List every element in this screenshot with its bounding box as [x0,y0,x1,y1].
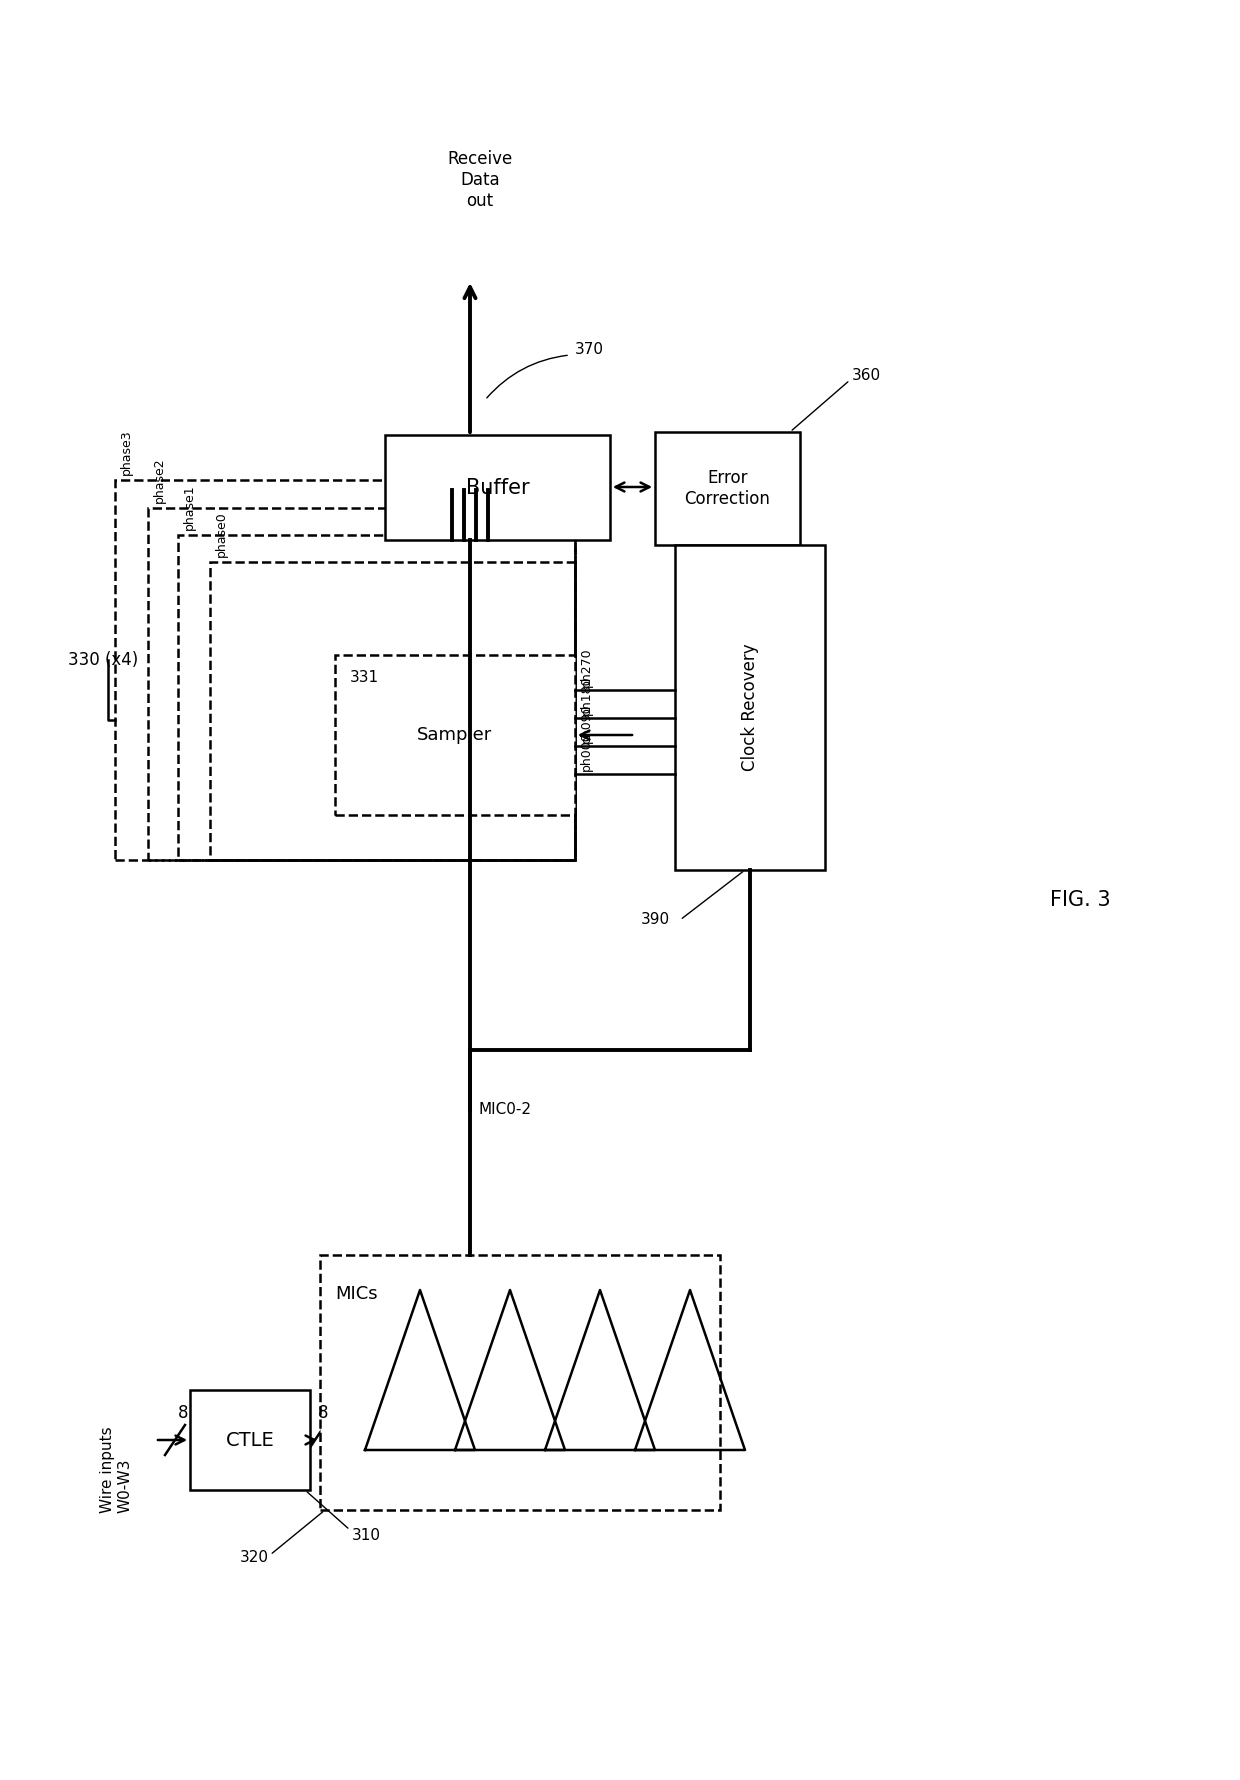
Text: 331: 331 [350,669,379,685]
Bar [210,562,575,860]
Text: MICs: MICs [335,1285,378,1303]
Text: phase1: phase1 [184,484,196,530]
Text: Sampler: Sampler [418,726,492,744]
Text: phase3: phase3 [120,429,133,475]
Text: 310: 310 [352,1527,381,1543]
Bar [115,481,575,860]
Bar [320,1255,720,1509]
Text: 370: 370 [575,342,604,358]
Text: 330 (x4): 330 (x4) [68,651,138,669]
Text: 8: 8 [179,1404,188,1422]
Text: phase2: phase2 [153,457,166,504]
Text: 360: 360 [852,367,882,383]
Text: ph000: ph000 [580,732,593,771]
Text: ph270: ph270 [580,648,593,687]
Text: Wire inputs
W0-W3: Wire inputs W0-W3 [100,1428,133,1513]
Bar [335,655,575,815]
Text: 390: 390 [641,913,670,927]
Text: MIC0-2: MIC0-2 [477,1102,531,1118]
Text: CTLE: CTLE [226,1431,274,1449]
Text: 320: 320 [241,1550,269,1565]
Text: ph090: ph090 [580,703,593,742]
Bar [675,545,825,870]
Text: Buffer: Buffer [466,477,529,497]
Bar [655,433,800,545]
Bar [384,434,610,539]
Text: FIG. 3: FIG. 3 [1050,890,1110,910]
Text: Clock Recovery: Clock Recovery [742,644,759,771]
Text: Receive
Data
out: Receive Data out [448,150,512,210]
Text: Error
Correction: Error Correction [684,470,770,507]
Bar [148,507,575,860]
Text: phase0: phase0 [215,511,228,557]
Text: 8: 8 [317,1404,329,1422]
Bar [190,1390,310,1490]
Bar [179,536,575,860]
Text: ph180: ph180 [580,675,593,716]
